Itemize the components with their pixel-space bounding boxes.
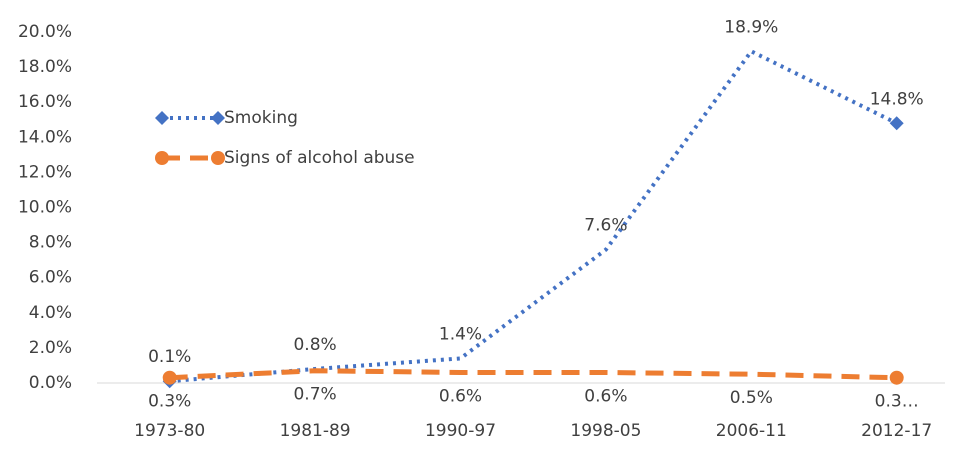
data-label: 1.4% [439, 324, 482, 344]
x-tick-label: 2012-17 [861, 421, 932, 441]
y-tick-label: 6.0% [29, 268, 72, 288]
legend-label: Smoking [224, 108, 298, 128]
data-label: 14.8% [870, 89, 924, 109]
data-label: 0.1% [148, 347, 191, 367]
line [169, 368, 897, 381]
y-tick-label: 18.0% [18, 57, 72, 77]
x-tick-label: 1981-89 [280, 421, 351, 441]
y-tick-label: 12.0% [18, 162, 72, 182]
legend-marker [211, 111, 225, 125]
data-label: 0.3% [148, 392, 191, 412]
y-tick-label: 16.0% [18, 92, 72, 112]
data-label: 0.8% [293, 335, 336, 355]
y-tick-label: 20.0% [18, 22, 72, 42]
data-label: 0.7% [293, 385, 336, 405]
y-tick-label: 8.0% [29, 233, 72, 253]
x-tick-label: 1990-97 [425, 421, 496, 441]
y-tick-label: 2.0% [29, 338, 72, 358]
y-tick-label: 14.0% [18, 127, 72, 147]
y-tick-label: 4.0% [29, 303, 72, 323]
point-marker [889, 370, 904, 385]
data-label: 0.5% [730, 388, 773, 408]
legend-marker [211, 151, 225, 165]
line [169, 48, 898, 384]
data-label: 0.6% [584, 386, 627, 406]
y-tick-label: 0.0% [29, 373, 72, 393]
x-tick-label: 1998-05 [570, 421, 641, 441]
y-tick-label: 10.0% [18, 198, 72, 218]
point-marker [889, 116, 904, 131]
x-tick-label: 2006-11 [716, 421, 787, 441]
x-tick-label: 1973-80 [134, 421, 205, 441]
data-label: 0.6% [439, 386, 482, 406]
data-label: 7.6% [584, 216, 627, 236]
legend-marker [155, 111, 169, 125]
data-label: 0.3… [875, 392, 919, 412]
data-label: 18.9% [724, 17, 778, 37]
legend-label: Signs of alcohol abuse [224, 148, 415, 168]
point-marker [162, 370, 177, 385]
legend-marker [155, 151, 169, 165]
